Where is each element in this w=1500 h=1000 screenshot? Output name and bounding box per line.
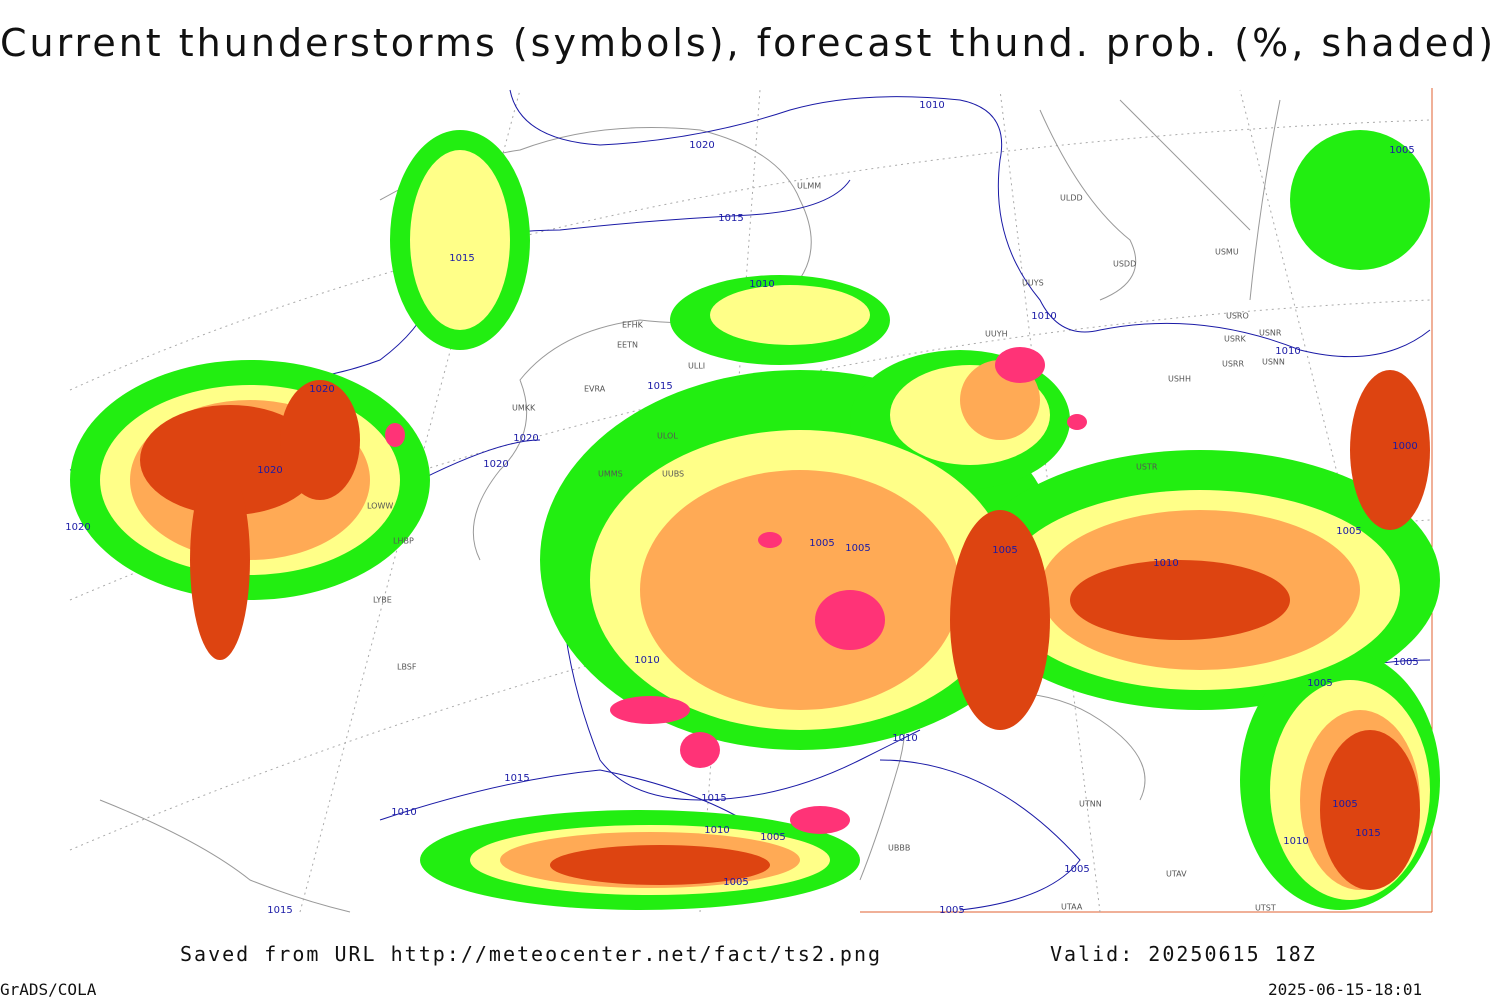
station-label: USNN: [1262, 358, 1285, 367]
isobar-label: 1005: [845, 543, 870, 554]
isobar-label: 1020: [257, 465, 282, 476]
isobar-label: 1005: [760, 832, 785, 843]
station-label: UBBB: [888, 844, 910, 853]
isobar-label: 1020: [65, 522, 90, 533]
isobar-label: 1005: [1064, 864, 1089, 875]
isobar-label: 1010: [704, 825, 729, 836]
isobar-label: 1015: [449, 253, 474, 264]
station-label: UTAV: [1166, 870, 1187, 879]
isobar-label: 1015: [701, 793, 726, 804]
isobar-label: 1020: [689, 140, 714, 151]
isobar-label: 1010: [1031, 311, 1056, 322]
station-label: UTST: [1255, 904, 1276, 913]
station-label: EFHK: [622, 321, 644, 330]
isobar-label: 1010: [919, 100, 944, 111]
isobar-label: 1015: [718, 213, 743, 224]
station-label: LHBP: [393, 537, 414, 546]
station-label: LBSF: [397, 663, 417, 672]
station-label: UTAA: [1061, 903, 1083, 912]
isobar-label: 1000: [1392, 441, 1417, 452]
station-label: USRK: [1224, 335, 1246, 344]
isobar-label: 1010: [749, 279, 774, 290]
isobar-label: 1005: [1389, 145, 1414, 156]
isobar-label: 1005: [992, 545, 1017, 556]
map: 1010 1020 1015 1015 1010 1010 1010 1005 …: [65, 88, 1440, 916]
station-label: LYBE: [373, 596, 392, 605]
isobar-label: 1005: [1393, 657, 1418, 668]
station-label: USRO: [1226, 312, 1249, 321]
station-label: USHH: [1168, 375, 1191, 384]
isobar-label: 1005: [1336, 526, 1361, 537]
timestamp: 2025-06-15-18:01: [1268, 980, 1422, 999]
source-url: Saved from URL http://meteocenter.net/fa…: [180, 942, 882, 966]
isobar-label: 1005: [1332, 799, 1357, 810]
isobar-label: 1010: [1275, 346, 1300, 357]
station-label: USDD: [1113, 260, 1136, 269]
station-label: ULOL: [657, 432, 678, 441]
isobar-label: 1005: [723, 877, 748, 888]
station-label: USNR: [1259, 329, 1282, 338]
station-label: USMU: [1215, 248, 1239, 257]
isobar-label: 1020: [309, 384, 334, 395]
station-label: UTNN: [1079, 800, 1102, 809]
isobar-label: 1005: [939, 905, 964, 916]
station-label: USTR: [1136, 463, 1158, 472]
software: GrADS/COLA: [0, 980, 97, 999]
isobar-label: 1005: [1307, 678, 1332, 689]
isobar-labels: 1010 1020 1015 1015 1010 1010 1010 1005 …: [65, 100, 1418, 916]
station-label: EVRA: [584, 385, 606, 394]
isobar-label: 1015: [504, 773, 529, 784]
probability-shading: [70, 130, 1440, 910]
station-label: USRR: [1222, 360, 1244, 369]
station-label: UUYH: [985, 330, 1008, 339]
isobar-label: 1020: [513, 433, 538, 444]
isobar-label: 1005: [809, 538, 834, 549]
station-label: UMKK: [512, 404, 536, 413]
station-label: UUYS: [1022, 279, 1044, 288]
station-label: ULMM: [797, 182, 821, 191]
station-label: LOWW: [367, 502, 393, 511]
title: Current thunderstorms (symbols), forecas…: [0, 21, 1496, 65]
station-labels: ULMM ULDD USMU USDD UUYS EFHK EETN ULLI …: [367, 182, 1285, 913]
isobar-label: 1015: [267, 905, 292, 916]
station-label: ULLI: [688, 362, 705, 371]
station-label: ULDD: [1060, 194, 1083, 203]
valid-time: Valid: 20250615 18Z: [1050, 942, 1317, 966]
station-label: EETN: [617, 341, 638, 350]
isobar-label: 1010: [1153, 558, 1178, 569]
isobar-label: 1010: [634, 655, 659, 666]
isobar-label: 1010: [892, 733, 917, 744]
isobar-label: 1010: [1283, 836, 1308, 847]
isobar-label: 1020: [483, 459, 508, 470]
station-label: UMMS: [598, 470, 623, 479]
station-label: UUBS: [662, 470, 684, 479]
isobar-label: 1015: [1355, 828, 1380, 839]
isobar-label: 1010: [391, 807, 416, 818]
isobar-label: 1015: [647, 381, 672, 392]
